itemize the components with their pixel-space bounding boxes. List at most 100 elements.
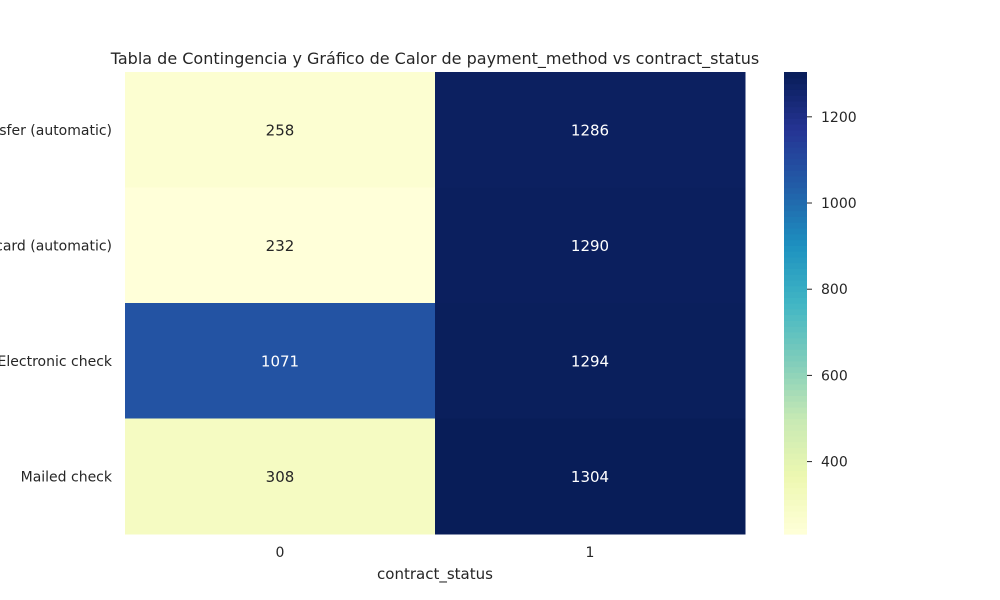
colorbar-segment: [784, 314, 807, 321]
colorbar-segment: [784, 210, 807, 217]
colorbar-segment: [784, 135, 807, 142]
colorbar-segment: [784, 424, 807, 431]
heatmap-cell: [125, 187, 436, 304]
colorbar-segment: [784, 349, 807, 356]
colorbar-segment: [784, 326, 807, 333]
colorbar-segment: [784, 106, 807, 114]
colorbar-segment: [784, 372, 807, 379]
colorbar-segment: [784, 441, 807, 448]
colorbar-segment: [784, 528, 807, 535]
colorbar-segment: [784, 199, 807, 206]
cell-annotation: 308: [266, 468, 295, 486]
colorbar-tick-label: 600: [821, 368, 848, 384]
colorbar-segment: [784, 378, 807, 385]
chart-title: Tabla de Contingencia y Gráfico de Calor…: [110, 49, 760, 69]
colorbar-segment: [784, 77, 807, 85]
colorbar-segment: [784, 297, 807, 304]
colorbar-tick-label: 1200: [821, 110, 857, 126]
cell-annotation: 258: [266, 121, 295, 139]
colorbar-segment: [784, 193, 807, 200]
colorbar-segment: [784, 227, 807, 235]
y-tick-label: Bank transfer (automatic): [0, 123, 112, 139]
colorbar-tick-label: 400: [821, 455, 848, 471]
colorbar-segment: [784, 181, 807, 189]
y-tick-label: Electronic check: [0, 354, 113, 370]
colorbar-segment: [784, 100, 807, 108]
heatmap-cells: [125, 72, 746, 535]
colorbar-segment: [784, 147, 807, 154]
colorbar-segment: [784, 204, 807, 212]
colorbar-segment: [784, 337, 807, 345]
colorbar-segment: [784, 216, 807, 223]
colorbar-segment: [784, 401, 807, 408]
colorbar-segment: [784, 366, 807, 373]
colorbar-segment: [784, 303, 807, 310]
cell-annotations: 258 1286 232 1290 1071 1294 308 1304: [261, 121, 609, 486]
colorbar-segment: [784, 435, 807, 443]
colorbar-segment: [784, 158, 807, 165]
colorbar-segment: [784, 239, 807, 246]
colorbar-segment: [784, 505, 807, 512]
colorbar-segment: [784, 285, 807, 293]
colorbar-segment: [784, 510, 807, 518]
colorbar-segment: [784, 447, 807, 454]
colorbar-segment: [784, 279, 807, 287]
cell-annotation: 1286: [571, 121, 609, 139]
colorbar-segment: [784, 430, 807, 437]
colorbar-segment: [784, 256, 807, 264]
colorbar-segment: [784, 464, 807, 472]
cell-annotation: 1290: [571, 237, 609, 255]
colorbar-segment: [784, 129, 807, 137]
cell-annotation: 1071: [261, 352, 299, 370]
colorbar-segment: [784, 268, 807, 275]
x-tick-label: 0: [276, 545, 285, 561]
colorbar-segment: [784, 152, 807, 160]
y-tick-labels: Bank transfer (automatic) Credit card (au…: [0, 123, 113, 486]
colorbar-segment: [784, 141, 807, 148]
heatmap-cell: [435, 187, 746, 304]
heatmap-cell: [125, 418, 436, 535]
colorbar-segment: [784, 522, 807, 529]
x-axis-label: contract_status: [377, 565, 493, 584]
colorbar-segment: [784, 233, 807, 241]
colorbar-segment: [784, 458, 807, 466]
colorbar-segment: [784, 291, 807, 298]
colorbar-segment: [784, 516, 807, 524]
y-tick-label: Mailed check: [21, 469, 113, 485]
colorbar-segment: [784, 412, 807, 420]
colorbar-segment: [784, 320, 807, 327]
cell-annotation: 232: [266, 237, 295, 255]
cell-annotation: 1294: [571, 352, 609, 370]
colorbar-segment: [784, 395, 807, 402]
colorbar-segment: [784, 123, 807, 131]
colorbar-segment: [784, 95, 807, 102]
colorbar-segment: [784, 499, 807, 506]
colorbar-segment: [784, 418, 807, 425]
cell-annotation: 1304: [571, 468, 609, 486]
heatmap-cell: [125, 303, 436, 419]
colorbar-segment: [784, 360, 807, 368]
colorbar-segment: [784, 112, 807, 119]
colorbar-segment: [784, 383, 807, 391]
colorbar-segment: [784, 83, 807, 90]
heatmap-cell: [435, 72, 746, 188]
colorbar-segment: [784, 343, 807, 350]
colorbar-tick-label: 1000: [821, 196, 857, 212]
colorbar-segment: [784, 187, 807, 194]
heatmap-cell: [125, 72, 436, 188]
colorbar-segment: [784, 487, 807, 495]
colorbar-segment: [784, 274, 807, 281]
colorbar-segment: [784, 493, 807, 500]
heatmap-cell: [435, 418, 746, 535]
colorbar-segment: [784, 406, 807, 414]
colorbar-segment: [784, 175, 807, 183]
colorbar-segment: [784, 164, 807, 171]
colorbar-segment: [784, 89, 807, 96]
colorbar-segment: [784, 482, 807, 489]
colorbar-segment: [784, 308, 807, 316]
colorbar-segment: [784, 118, 807, 125]
x-tick-label: 1: [586, 545, 595, 561]
colorbar-segment: [784, 251, 807, 258]
